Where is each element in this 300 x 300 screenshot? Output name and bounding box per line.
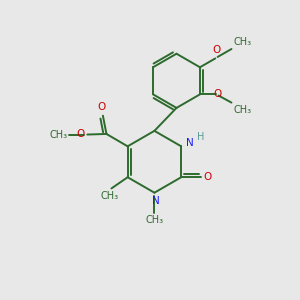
Text: H: H	[196, 133, 204, 142]
Text: CH₃: CH₃	[146, 215, 164, 225]
Text: CH₃: CH₃	[49, 130, 67, 140]
Text: O: O	[213, 89, 221, 99]
Text: CH₃: CH₃	[233, 105, 251, 115]
Text: N: N	[152, 196, 160, 206]
Text: O: O	[204, 172, 212, 182]
Text: O: O	[77, 129, 85, 139]
Text: O: O	[212, 45, 220, 55]
Text: CH₃: CH₃	[233, 37, 251, 46]
Text: CH₃: CH₃	[101, 191, 119, 201]
Text: O: O	[97, 102, 106, 112]
Text: N: N	[186, 138, 194, 148]
